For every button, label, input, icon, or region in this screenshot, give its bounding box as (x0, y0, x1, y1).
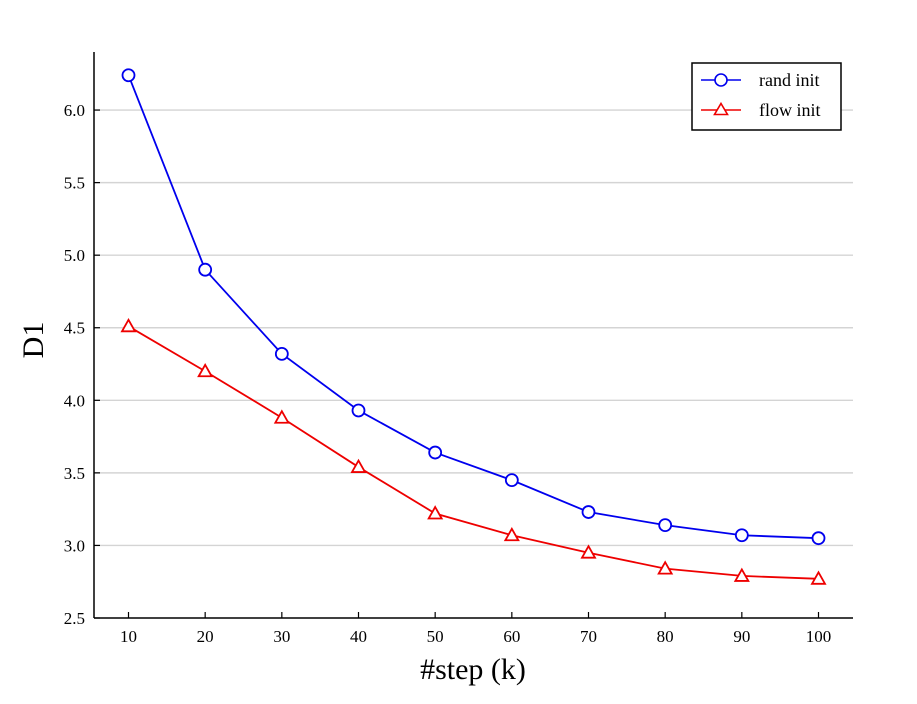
y-tick-label: 3.0 (64, 536, 85, 555)
data-point-flow-init (810, 570, 827, 585)
x-tick-label: 70 (580, 627, 597, 646)
y-tick-label: 5.5 (64, 174, 85, 193)
series (120, 68, 827, 585)
data-point-rand-init (121, 68, 136, 83)
data-point-flow-init (580, 544, 597, 559)
y-tick-label: 5.0 (64, 246, 85, 265)
legend-triangle-marker (713, 101, 729, 116)
legend: rand init flow init (691, 62, 842, 131)
legend-box (691, 62, 842, 131)
x-tick-label: 10 (120, 627, 137, 646)
legend-entry-rand-init: rand init (701, 70, 820, 90)
y-tick-label: 3.5 (64, 464, 85, 483)
data-point-rand-init (428, 445, 443, 460)
data-point-rand-init (274, 346, 289, 361)
data-point-flow-init (427, 505, 444, 520)
x-tick-label: 90 (733, 627, 750, 646)
series-line-rand-init (127, 74, 819, 540)
x-tick-label: 80 (657, 627, 674, 646)
grid-lines (94, 109, 853, 547)
x-axis-label: #step (k) (420, 653, 526, 686)
axes (93, 52, 853, 619)
legend-entry-flow-init: flow init (701, 100, 821, 120)
y-tick-label: 4.5 (64, 319, 85, 338)
x-tick-label: 30 (273, 627, 290, 646)
x-tick-label: 20 (197, 627, 214, 646)
data-point-flow-init (733, 567, 750, 582)
data-point-rand-init (811, 531, 826, 546)
x-tick-label: 50 (427, 627, 444, 646)
y-tick-label: 4.0 (64, 391, 85, 410)
legend-label-flow-init: flow init (759, 100, 821, 120)
data-point-rand-init (351, 403, 366, 418)
x-tick-label: 40 (350, 627, 367, 646)
data-point-rand-init (198, 262, 213, 277)
data-point-flow-init (350, 458, 367, 473)
x-tick-label: 100 (806, 627, 832, 646)
data-point-flow-init (197, 362, 214, 378)
x-tick-label: 60 (503, 627, 520, 646)
axis-ticks: 2.5 3.0 3.5 4.0 4.5 5.0 5.5 6.0 10 20 30 40 50 60 70 80… (64, 101, 832, 646)
y-tick-label: 2.5 (64, 609, 85, 628)
data-point-flow-init (657, 560, 674, 575)
data-point-flow-init (120, 317, 137, 333)
y-tick-label: 6.0 (64, 101, 85, 120)
data-point-flow-init (273, 409, 290, 424)
data-point-rand-init (734, 528, 749, 543)
y-axis-label: D1 (17, 322, 50, 359)
data-point-rand-init (504, 473, 519, 488)
data-point-rand-init (658, 518, 673, 533)
legend-label-rand-init: rand init (759, 70, 820, 90)
series-line-flow-init (128, 325, 819, 580)
legend-circle-marker (714, 73, 728, 87)
data-point-flow-init (503, 526, 520, 542)
data-point-rand-init (581, 505, 596, 519)
